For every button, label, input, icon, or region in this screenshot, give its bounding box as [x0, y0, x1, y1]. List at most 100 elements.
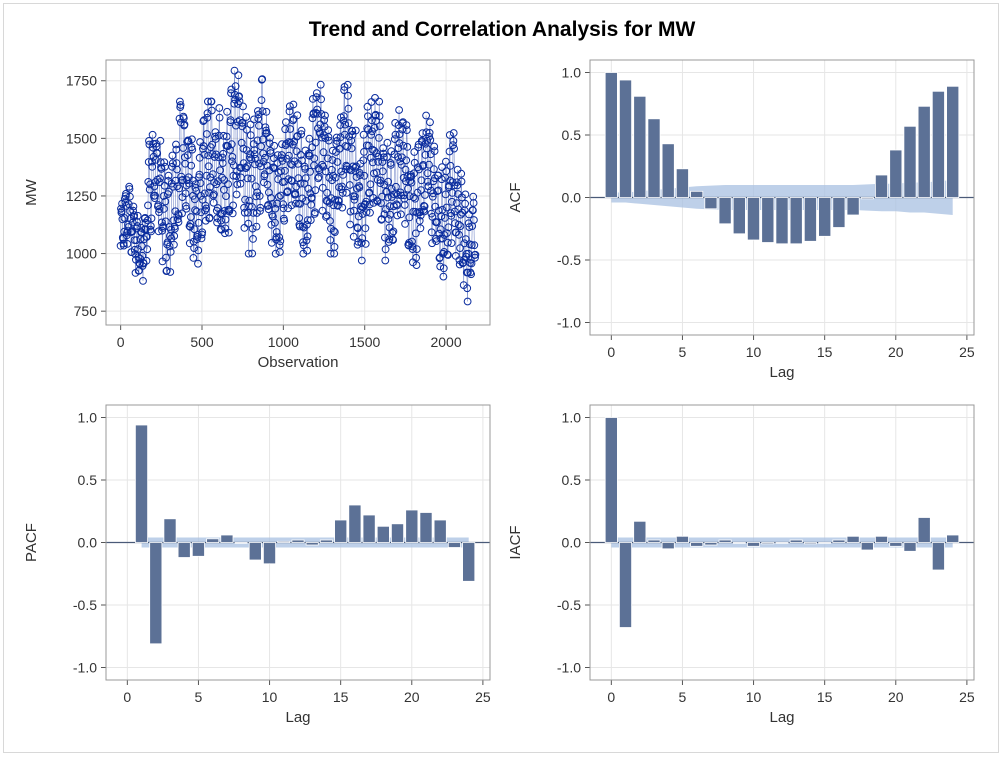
trend-point — [311, 208, 319, 217]
bar — [191, 542, 205, 557]
trend-point — [143, 233, 151, 241]
trend-point — [264, 201, 273, 209]
bar — [846, 535, 860, 543]
trend-point — [371, 110, 380, 119]
trend-point — [206, 183, 214, 192]
trend-point — [176, 101, 185, 109]
bar — [789, 197, 803, 245]
trend-point — [418, 138, 427, 146]
trend-point — [245, 202, 253, 211]
trend-point — [220, 176, 229, 184]
trend-point — [449, 129, 458, 137]
trend-point — [189, 254, 198, 262]
trend-point — [310, 154, 319, 163]
trend-point — [301, 174, 310, 183]
x-tick-label: 10 — [746, 689, 762, 705]
trend-point — [456, 222, 465, 231]
trend-point — [165, 187, 173, 196]
trend-point — [410, 148, 419, 156]
bar — [376, 525, 390, 543]
bar — [875, 535, 889, 543]
x-axis-title: Lag — [769, 364, 794, 381]
trend-point — [304, 216, 312, 225]
trend-point — [403, 143, 412, 151]
trend-point — [207, 97, 216, 106]
trend-point — [351, 167, 360, 176]
trend-point — [358, 234, 367, 243]
trend-point — [242, 164, 250, 173]
trend-point — [144, 201, 152, 210]
trend-point — [335, 183, 344, 192]
trend-point — [375, 97, 384, 106]
trend-point — [405, 213, 414, 222]
trend-point — [399, 141, 408, 150]
trend-point — [404, 184, 412, 193]
trend-point — [259, 149, 268, 158]
bar — [348, 504, 362, 543]
bar — [234, 542, 248, 544]
trend-point — [278, 156, 287, 165]
trend-point — [124, 200, 133, 209]
x-tick-label: 15 — [817, 689, 833, 705]
trend-point — [409, 193, 418, 202]
trend-point — [276, 248, 284, 256]
trend-point — [129, 202, 138, 211]
trend-point — [438, 205, 447, 214]
bar — [747, 197, 761, 241]
trend-point — [132, 236, 141, 245]
trend-point — [420, 202, 429, 211]
trend-point — [188, 135, 196, 144]
y-axis-title: IACF — [507, 525, 524, 559]
x-tick-label: 1500 — [349, 334, 380, 350]
trend-point — [227, 89, 235, 97]
trend-point — [195, 173, 203, 182]
trend-point — [261, 123, 270, 132]
trend-point — [150, 182, 159, 191]
trend-point — [201, 201, 210, 210]
trend-point — [182, 204, 191, 213]
trend-point — [251, 154, 260, 163]
trend-point — [356, 171, 365, 180]
trend-point — [331, 228, 339, 237]
bar — [604, 417, 618, 543]
trend-point — [276, 191, 285, 200]
trend-point — [253, 136, 262, 145]
trend-point — [165, 223, 174, 231]
trend-point — [283, 187, 292, 196]
trend-point — [155, 205, 164, 214]
trend-point — [439, 249, 448, 258]
trend-point — [222, 132, 231, 141]
trend-point — [231, 90, 239, 99]
bar — [647, 118, 661, 198]
trend-point — [265, 188, 273, 197]
bar — [149, 542, 163, 645]
trend-point — [179, 144, 188, 152]
trend-point — [318, 183, 327, 192]
trend-point — [257, 96, 266, 104]
trend-point — [216, 166, 224, 175]
trend-point — [349, 162, 357, 171]
trend-point — [242, 113, 251, 121]
trend-point — [125, 192, 134, 201]
trend-point — [411, 207, 420, 216]
trend-point — [319, 148, 328, 157]
trend-point — [316, 129, 324, 138]
bar — [775, 197, 789, 245]
bar — [277, 540, 291, 543]
trend-point — [153, 149, 162, 158]
trend-point — [444, 251, 452, 259]
trend-point — [373, 197, 382, 206]
trend-line — [120, 70, 476, 302]
trend-point — [232, 190, 241, 199]
trend-point — [160, 205, 168, 213]
trend-point — [287, 201, 296, 210]
trend-point — [402, 121, 411, 129]
trend-point — [365, 200, 374, 209]
trend-point — [408, 237, 416, 246]
trend-point — [378, 158, 387, 166]
trend-point — [260, 170, 269, 179]
bar — [889, 149, 903, 198]
trend-point — [367, 131, 376, 139]
bar — [419, 512, 433, 543]
trend-point — [420, 207, 429, 216]
